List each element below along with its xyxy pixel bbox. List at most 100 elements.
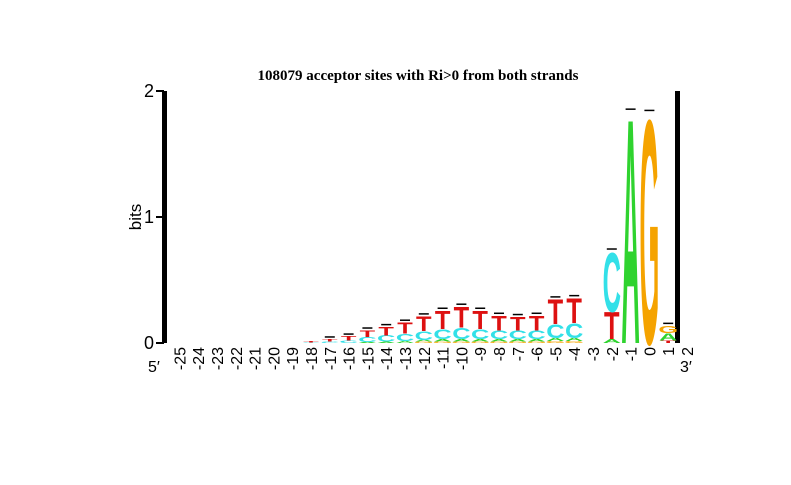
x-tick-labels: -25 -24 -23 -22 -21 -20 -19 -18 -17 -16 -15 -14 -13-… [172, 347, 697, 370]
logo-letter-C: C [396, 332, 414, 344]
logo-letter-T: T [397, 320, 413, 337]
x-tick-label: -9 [473, 347, 490, 361]
logo-letter-T: T [510, 313, 526, 334]
logo-letter-G: G [564, 341, 584, 344]
logo-letter-C: C [527, 329, 545, 343]
logo-letter-A: A [659, 331, 677, 343]
logo-letter-A: A [358, 342, 376, 344]
logo-letter-A: A [396, 341, 414, 344]
three-prime-label: 3′ [680, 359, 692, 376]
logo-letter-G: G [452, 341, 472, 343]
x-tick-label: -19 [285, 347, 302, 370]
x-tick-label: -8 [492, 347, 509, 361]
logo-letter-T: T [322, 338, 338, 342]
logo-letter-C: C [302, 342, 320, 343]
x-tick-label: -5 [548, 347, 565, 361]
logo-letter-C: C [339, 340, 357, 344]
logo-letter-C: C [603, 237, 621, 330]
logo-letter-G: G [489, 341, 509, 343]
logo-letter-T: T [435, 307, 451, 335]
y-tick-label: 1 [144, 207, 154, 227]
logo-letter-C: C [452, 326, 470, 343]
logo-letter-A: A [452, 338, 470, 342]
logo-letter-T: T [416, 312, 432, 335]
logo-letter-C: C [509, 329, 527, 343]
x-tick-label: -10 [454, 347, 471, 370]
logo-letter-C: C [377, 334, 396, 344]
logo-letter-T: T [341, 335, 357, 342]
letter-stacks: CT CT CTACTACTACTGACTGACTGACTGACTGACTGACTG… [302, 53, 678, 413]
logo-letter-T: T [491, 311, 507, 334]
x-tick-label: 0 [642, 347, 659, 356]
logo-letter-G: G [433, 341, 453, 343]
y-tick-label: 0 [144, 333, 154, 353]
logo-letter-C: C [471, 327, 490, 343]
y-axis-right [675, 91, 680, 343]
logo-letter-G: G [508, 341, 528, 343]
logo-letter-T: T [454, 301, 470, 334]
logo-letter-C: C [565, 319, 584, 342]
x-tick-label: -21 [248, 347, 265, 370]
x-tick-label: -23 [210, 347, 227, 370]
x-tick-label: -22 [229, 347, 246, 370]
logo-letter-A: A [433, 339, 451, 343]
logo-letter-G: G [527, 341, 547, 343]
logo-letter-C: C [433, 327, 452, 343]
x-tick-label: -14 [379, 347, 396, 370]
logo-letter-A: A [527, 339, 545, 343]
logo-letter-T: T [303, 341, 319, 343]
x-tick-label: -3 [586, 347, 603, 361]
x-tick-label: -13 [398, 347, 415, 370]
x-tick-label: -11 [436, 347, 453, 369]
logo-letter-G: G [546, 341, 566, 344]
logo-letter-T: T [378, 325, 394, 339]
logo-letter-A: A [415, 339, 433, 342]
logo-letter-A: A [509, 339, 527, 343]
x-tick-label: 1 [661, 347, 678, 356]
logo-letter-T: T [604, 304, 620, 348]
logo-letter-T: T [529, 311, 545, 334]
x-tick-label: -12 [417, 347, 434, 370]
x-tick-label: -2 [605, 347, 622, 361]
x-tick-label: -16 [342, 347, 359, 370]
logo-letter-A: A [490, 339, 508, 343]
logo-letter-T: T [566, 292, 582, 331]
y-axis-left [162, 91, 167, 343]
logo-letter-T: T [660, 340, 676, 344]
logo-letter-A: A [471, 339, 489, 343]
logo-letter-G: G [414, 341, 434, 343]
logo-letter-G: G [658, 324, 678, 336]
x-tick-label: -25 [172, 347, 189, 370]
logo-letter-C: C [490, 329, 508, 343]
logo-letter-T: T [360, 329, 376, 340]
logo-letter-C: C [546, 321, 564, 342]
logo-letter-A: A [377, 341, 395, 343]
logo-letter-C: C [321, 341, 339, 343]
x-tick-label: -7 [511, 347, 528, 361]
logo-letter-G: G [470, 341, 490, 343]
logo-letter-A: A [603, 338, 621, 344]
logo-letter-T: T [472, 307, 488, 335]
x-tick-label: -6 [530, 347, 547, 361]
logo-letter-A: A [621, 53, 639, 413]
x-tick-label: -17 [323, 347, 340, 370]
chart-title: 108079 acceptor sites with Ri>0 from bot… [258, 68, 579, 84]
x-tick-label: -20 [266, 347, 283, 370]
logo-letter-A: A [546, 337, 564, 342]
x-tick-label: -18 [304, 347, 321, 370]
logo-letter-G: G [640, 54, 660, 412]
logo-letter-A: A [565, 337, 583, 342]
x-tick-label: -4 [567, 347, 584, 361]
logo-letter-T: T [548, 293, 564, 332]
y-axis-label: bits [126, 204, 145, 230]
x-tick-label: -15 [360, 347, 377, 370]
logo-letter-C: C [358, 336, 376, 344]
y-tick-label: 2 [144, 81, 154, 101]
logo-letter-C: C [415, 329, 433, 343]
five-prime-label: 5′ [148, 359, 160, 376]
x-tick-label: -24 [191, 347, 208, 370]
x-tick-label: -1 [624, 347, 641, 361]
x-tick-label: 2 [680, 347, 697, 356]
